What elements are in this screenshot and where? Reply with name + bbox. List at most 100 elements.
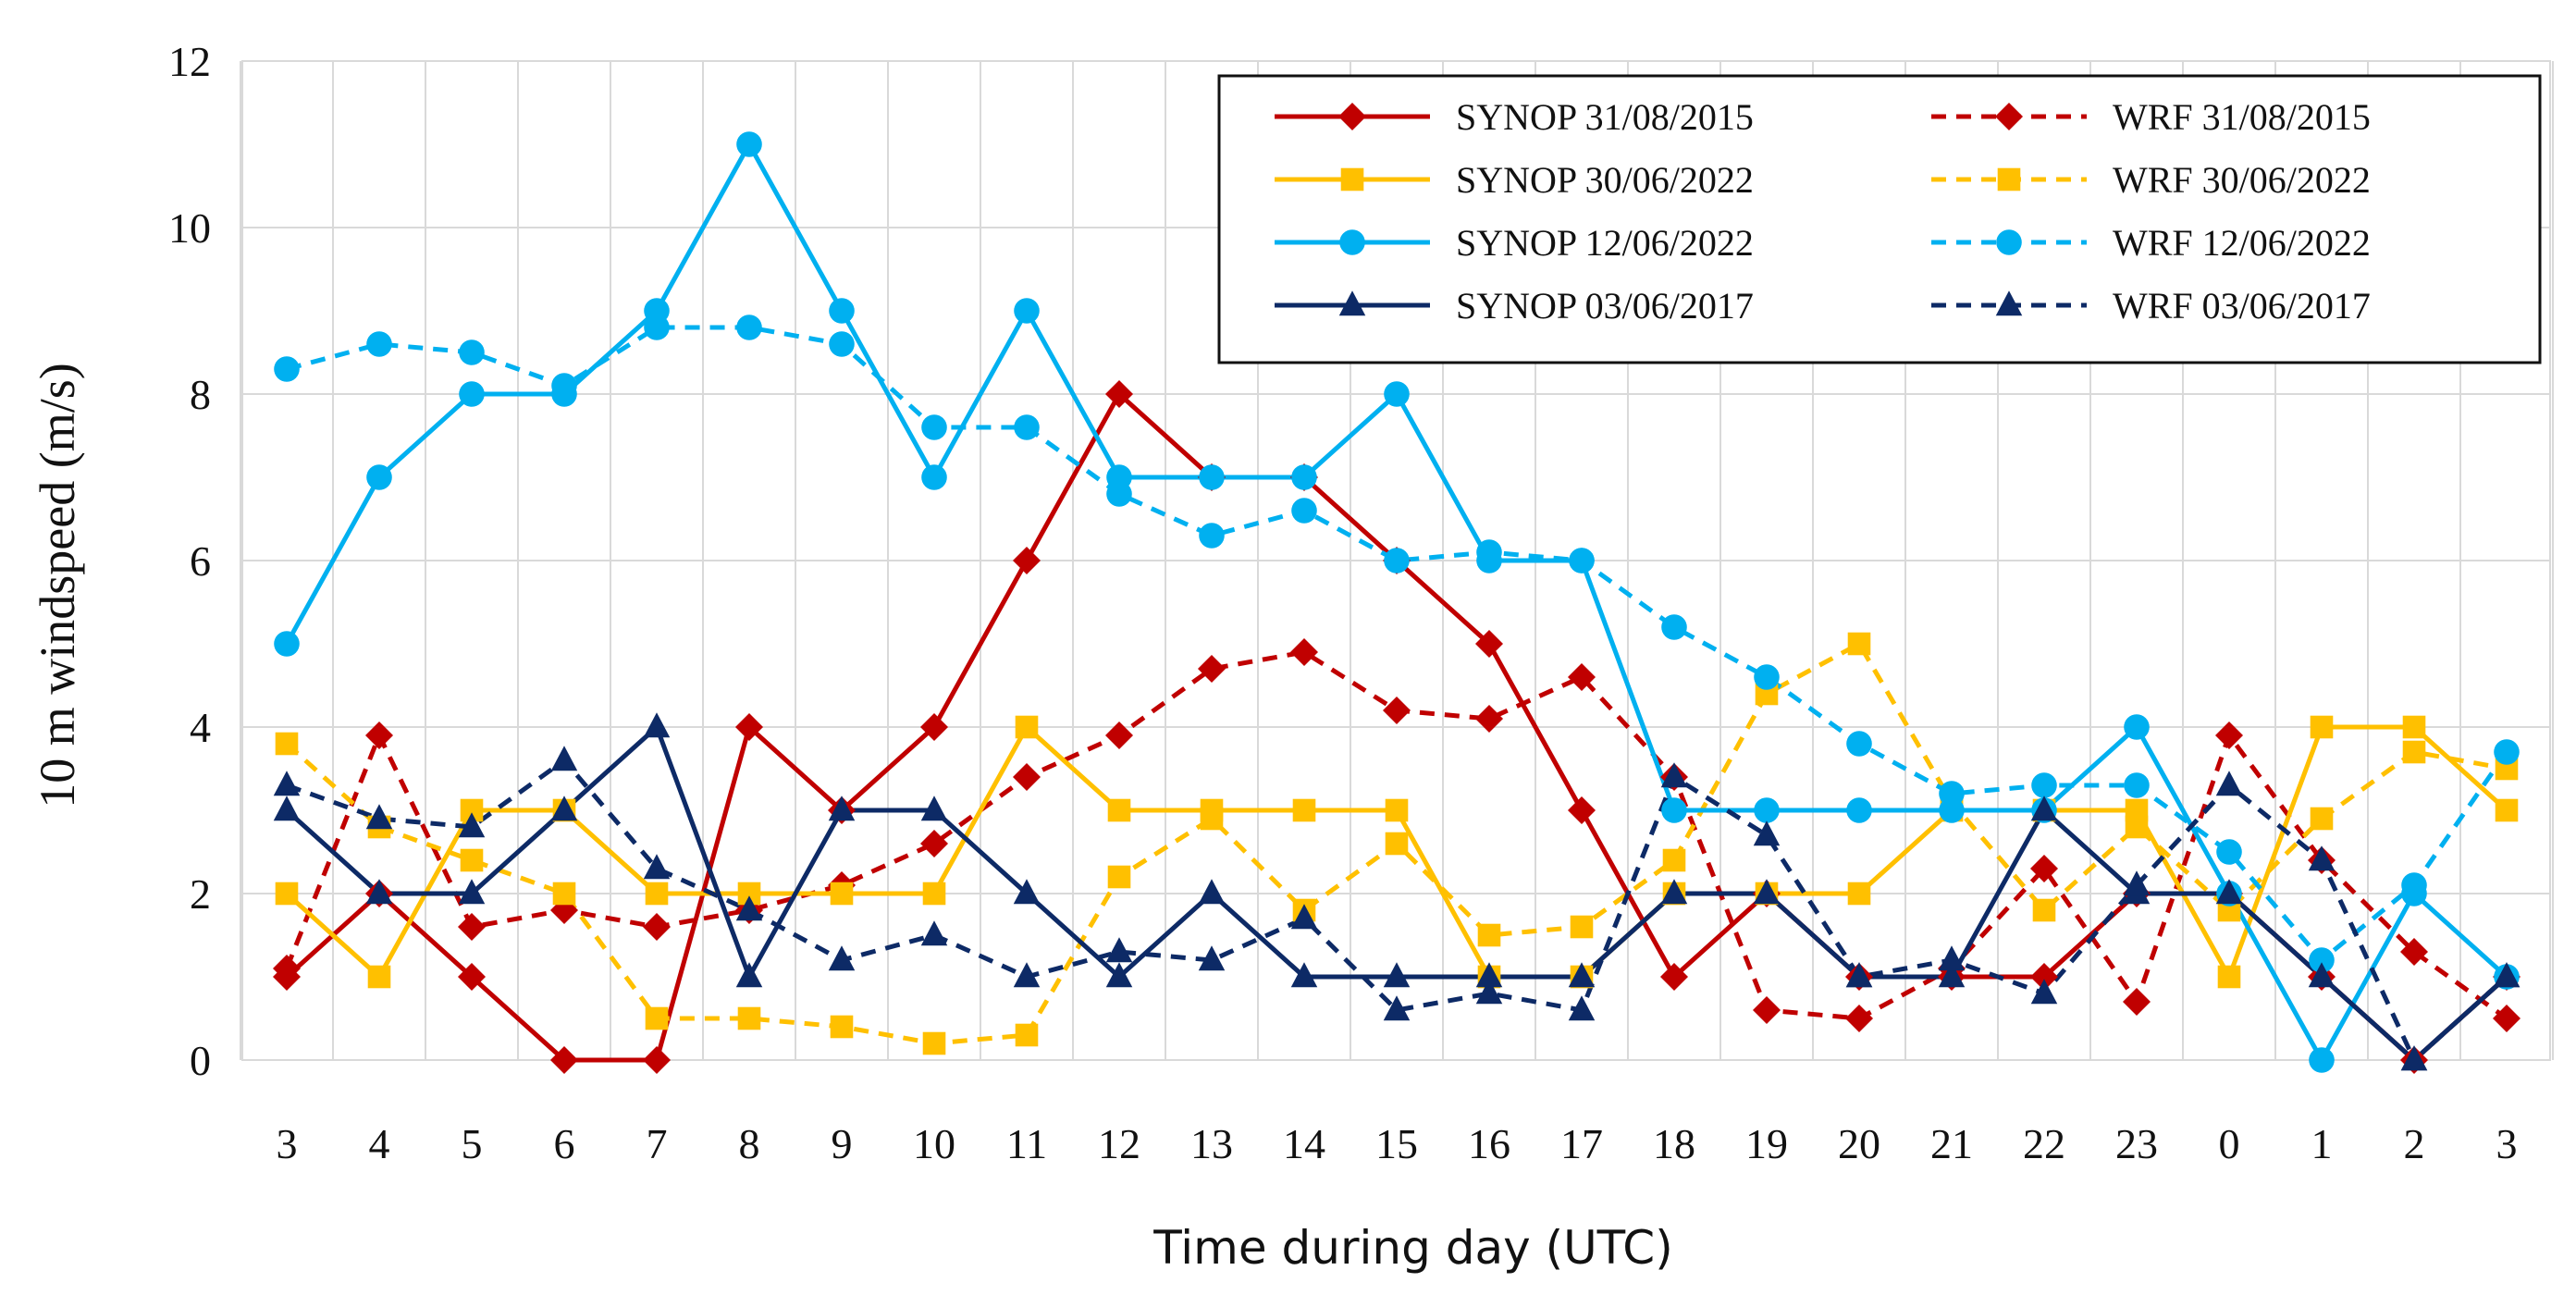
y-tick-label: 4 xyxy=(190,704,211,751)
x-tick-label: 4 xyxy=(369,1120,390,1167)
legend-label: SYNOP 30/06/2022 xyxy=(1456,159,1754,201)
data-point xyxy=(1014,298,1040,324)
data-point xyxy=(1292,798,1316,822)
data-point xyxy=(2400,1045,2428,1071)
data-point xyxy=(274,356,300,382)
data-point xyxy=(1569,548,1595,574)
data-point xyxy=(2493,962,2521,988)
data-point xyxy=(2215,879,2243,905)
data-point xyxy=(921,464,947,490)
data-point xyxy=(1568,995,1596,1021)
data-point xyxy=(644,314,670,340)
data-point xyxy=(550,796,578,821)
data-point xyxy=(1846,731,1872,757)
data-point xyxy=(1383,962,1411,988)
data-point xyxy=(550,746,578,771)
x-tick-label: 16 xyxy=(1468,1120,1510,1167)
data-point xyxy=(1290,904,1318,930)
data-point xyxy=(1847,882,1871,906)
legend-item: SYNOP 03/06/2017 xyxy=(1275,285,1754,327)
data-point xyxy=(1015,715,1039,739)
x-tick-label: 6 xyxy=(554,1120,575,1167)
data-point xyxy=(1845,1005,1873,1032)
data-point xyxy=(1105,380,1133,408)
x-tick-label: 22 xyxy=(2023,1120,2065,1167)
x-tick-label: 19 xyxy=(1745,1120,1788,1167)
data-point xyxy=(1660,879,1688,905)
data-point xyxy=(735,962,763,988)
data-point xyxy=(2030,979,2058,1005)
data-point xyxy=(365,722,393,749)
data-point xyxy=(366,331,392,357)
x-tick-label: 13 xyxy=(1190,1120,1233,1167)
data-point xyxy=(1338,103,1366,130)
data-point xyxy=(550,1046,578,1074)
data-point xyxy=(2402,740,2426,764)
data-point xyxy=(2030,963,2058,991)
data-point xyxy=(459,381,485,407)
data-point xyxy=(2217,965,2241,989)
data-point xyxy=(2031,772,2057,798)
legend-label: SYNOP 03/06/2017 xyxy=(1456,285,1754,327)
legend-item: WRF 12/06/2022 xyxy=(1931,222,2371,264)
data-point xyxy=(2308,845,2336,871)
data-point xyxy=(2215,771,2243,796)
legend-label: SYNOP 31/08/2015 xyxy=(1456,96,1754,138)
series-marker-group xyxy=(274,314,2520,973)
data-point xyxy=(2123,870,2151,896)
data-point xyxy=(1938,962,1966,988)
data-point xyxy=(2495,798,2519,822)
x-tick-label: 7 xyxy=(647,1120,668,1167)
y-tick-label: 6 xyxy=(190,537,211,585)
data-point xyxy=(2309,947,2335,973)
data-point xyxy=(643,854,671,880)
data-point xyxy=(1661,614,1687,640)
y-tick-label: 0 xyxy=(190,1037,211,1084)
data-point xyxy=(1847,632,1871,656)
data-point xyxy=(920,796,948,821)
data-point xyxy=(273,955,301,982)
data-point xyxy=(1477,923,1501,947)
data-point xyxy=(1105,937,1133,963)
data-point xyxy=(1754,664,1780,690)
x-tick-label: 0 xyxy=(2219,1120,2240,1167)
data-point xyxy=(365,804,393,830)
data-point xyxy=(1385,832,1409,856)
data-point xyxy=(458,812,486,838)
data-point xyxy=(2310,715,2334,739)
legend-label: WRF 12/06/2022 xyxy=(2113,222,2371,264)
y-tick-label: 2 xyxy=(190,870,211,918)
data-point xyxy=(1290,962,1318,988)
data-point xyxy=(1845,962,1873,988)
legend-label: WRF 03/06/2017 xyxy=(2113,285,2371,327)
legend-item: WRF 30/06/2022 xyxy=(1931,159,2371,201)
data-point xyxy=(920,713,948,741)
data-point xyxy=(643,1046,671,1074)
data-point xyxy=(2030,855,2058,882)
legend-item: WRF 31/08/2015 xyxy=(1931,96,2371,138)
x-tick-label: 1 xyxy=(2311,1120,2333,1167)
data-point xyxy=(1198,945,1226,971)
data-point xyxy=(1198,655,1226,683)
data-point xyxy=(273,796,301,821)
data-point xyxy=(367,965,391,989)
data-point xyxy=(2216,839,2242,865)
data-point xyxy=(459,339,485,365)
data-point xyxy=(830,882,854,906)
data-point xyxy=(2310,807,2334,831)
data-point xyxy=(1107,865,1131,889)
data-point xyxy=(1662,848,1686,872)
data-point xyxy=(458,963,486,991)
data-point xyxy=(1475,630,1503,658)
data-point xyxy=(1385,798,1409,822)
data-point xyxy=(735,895,763,921)
data-point xyxy=(736,131,762,157)
data-point xyxy=(1939,781,1965,807)
data-point xyxy=(2309,1047,2335,1073)
series-markers xyxy=(273,131,2521,1074)
legend-item: SYNOP 12/06/2022 xyxy=(1275,222,1754,264)
data-point xyxy=(736,314,762,340)
data-point xyxy=(1476,539,1502,565)
data-point xyxy=(829,331,855,357)
